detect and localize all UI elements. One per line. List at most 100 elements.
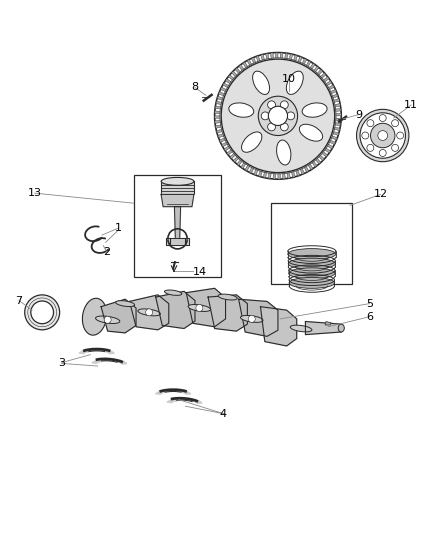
Text: 10: 10 — [282, 74, 296, 84]
Ellipse shape — [240, 316, 263, 322]
Polygon shape — [268, 173, 271, 179]
Polygon shape — [278, 174, 280, 179]
Polygon shape — [298, 56, 302, 62]
Circle shape — [378, 131, 388, 140]
Polygon shape — [245, 165, 250, 171]
Polygon shape — [334, 99, 339, 102]
Polygon shape — [237, 160, 242, 166]
Ellipse shape — [289, 277, 335, 288]
Polygon shape — [287, 173, 290, 179]
Ellipse shape — [82, 298, 107, 335]
Polygon shape — [215, 116, 220, 118]
Polygon shape — [308, 164, 313, 170]
Polygon shape — [326, 80, 332, 85]
Circle shape — [268, 123, 276, 131]
Circle shape — [280, 101, 288, 109]
Polygon shape — [225, 79, 231, 84]
Polygon shape — [273, 174, 276, 179]
Text: 13: 13 — [28, 188, 42, 198]
Polygon shape — [325, 321, 331, 325]
Circle shape — [397, 132, 404, 139]
Polygon shape — [336, 118, 341, 121]
Ellipse shape — [138, 309, 160, 316]
Circle shape — [146, 309, 152, 316]
Ellipse shape — [95, 316, 120, 324]
Polygon shape — [330, 140, 336, 144]
Polygon shape — [328, 144, 333, 149]
Polygon shape — [271, 53, 273, 58]
Polygon shape — [261, 54, 265, 60]
Polygon shape — [318, 69, 323, 75]
Ellipse shape — [302, 103, 327, 117]
Polygon shape — [306, 61, 311, 66]
Polygon shape — [331, 90, 336, 94]
Polygon shape — [219, 92, 224, 96]
Polygon shape — [276, 53, 278, 58]
Polygon shape — [220, 87, 226, 92]
Circle shape — [360, 113, 406, 158]
Ellipse shape — [299, 124, 323, 141]
Circle shape — [261, 112, 269, 120]
Circle shape — [280, 123, 288, 131]
Text: 5: 5 — [366, 298, 373, 309]
Text: 6: 6 — [366, 312, 373, 322]
Text: 2: 2 — [103, 247, 110, 257]
Polygon shape — [231, 71, 237, 76]
Polygon shape — [186, 288, 226, 327]
Circle shape — [392, 144, 399, 151]
Polygon shape — [217, 96, 223, 100]
Polygon shape — [324, 77, 329, 82]
Ellipse shape — [218, 294, 237, 300]
Polygon shape — [319, 155, 325, 160]
Polygon shape — [249, 167, 254, 173]
FancyBboxPatch shape — [161, 181, 194, 195]
Polygon shape — [174, 207, 180, 238]
Polygon shape — [130, 295, 169, 330]
Polygon shape — [321, 73, 326, 78]
Polygon shape — [224, 146, 230, 151]
Circle shape — [287, 112, 295, 120]
Circle shape — [248, 316, 255, 322]
Polygon shape — [239, 64, 244, 70]
Polygon shape — [215, 106, 221, 109]
Polygon shape — [294, 55, 297, 61]
Polygon shape — [230, 154, 235, 159]
Ellipse shape — [165, 290, 182, 295]
Polygon shape — [235, 68, 240, 73]
Circle shape — [392, 120, 399, 127]
Polygon shape — [222, 142, 227, 147]
Polygon shape — [216, 130, 222, 133]
Polygon shape — [155, 390, 191, 394]
Text: 12: 12 — [374, 189, 388, 199]
Polygon shape — [285, 53, 288, 59]
Polygon shape — [336, 123, 341, 126]
Polygon shape — [333, 132, 339, 135]
Polygon shape — [310, 63, 315, 69]
Polygon shape — [332, 94, 338, 98]
Polygon shape — [328, 85, 334, 90]
Polygon shape — [254, 169, 258, 175]
Circle shape — [367, 120, 374, 127]
Polygon shape — [263, 172, 267, 178]
Ellipse shape — [288, 258, 336, 269]
Polygon shape — [155, 292, 195, 328]
Ellipse shape — [288, 248, 336, 260]
Polygon shape — [261, 306, 297, 346]
Text: 4: 4 — [220, 409, 227, 418]
Polygon shape — [334, 127, 340, 131]
Polygon shape — [300, 168, 304, 174]
Polygon shape — [296, 171, 300, 176]
Polygon shape — [322, 152, 328, 157]
Ellipse shape — [188, 304, 211, 311]
Polygon shape — [251, 58, 256, 63]
Ellipse shape — [229, 103, 254, 117]
Circle shape — [268, 106, 288, 125]
Polygon shape — [305, 321, 341, 335]
Polygon shape — [161, 195, 194, 207]
Polygon shape — [243, 62, 247, 68]
Text: 7: 7 — [15, 296, 23, 305]
Text: 1: 1 — [115, 223, 122, 233]
Polygon shape — [208, 295, 247, 331]
Text: 11: 11 — [404, 100, 418, 110]
Ellipse shape — [241, 132, 262, 152]
